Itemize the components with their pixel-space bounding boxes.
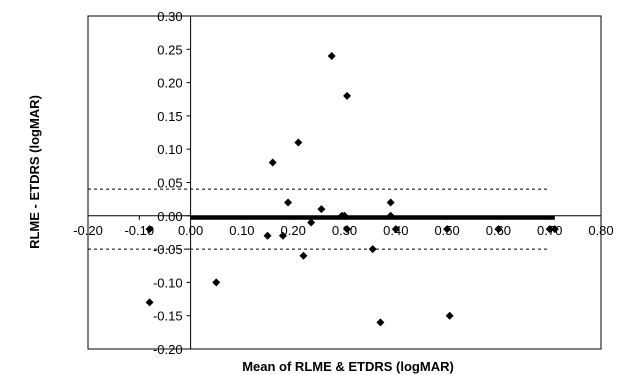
data-point — [278, 231, 287, 240]
data-point — [376, 318, 385, 327]
y-tick-label: 0.20 — [157, 76, 182, 91]
data-point — [284, 198, 293, 207]
x-tick-labels: -0.20 -0.10 0.00 0.10 0.20 0.30 0.40 0.50 0.60 0.… — [73, 223, 613, 238]
data-point — [343, 225, 352, 234]
data-point — [294, 138, 303, 147]
x-tick-label: 0.40 — [383, 223, 408, 238]
data-point — [445, 311, 454, 320]
x-tick-label: -0.20 — [73, 223, 103, 238]
data-point — [550, 225, 559, 234]
data-point — [263, 231, 272, 240]
data-point — [307, 218, 316, 227]
y-axis-title: RLME - ETDRS (logMAR) — [27, 95, 42, 249]
data-point — [494, 225, 503, 234]
x-tick-label: 0.10 — [229, 223, 254, 238]
data-point — [145, 225, 154, 234]
y-tick-label: -0.15 — [153, 309, 183, 324]
data-point — [317, 205, 326, 214]
data-point — [368, 245, 377, 254]
y-tick-label: 0.05 — [157, 176, 182, 191]
y-tick-label: 0.15 — [157, 109, 182, 124]
data-point — [268, 158, 277, 167]
data-point — [391, 225, 400, 234]
data-point — [545, 225, 554, 234]
plot-frame — [87, 15, 602, 350]
data-point — [327, 51, 336, 60]
x-axis-title: Mean of RLME & ETDRS (logMAR) — [242, 359, 454, 374]
x-tick-label: -0.10 — [124, 223, 154, 238]
x-tick-label: 0.20 — [281, 223, 306, 238]
data-point — [386, 211, 395, 220]
reference-lines — [88, 188, 550, 250]
data-point — [212, 278, 221, 287]
data-point — [386, 198, 395, 207]
x-tick-label: 0.70 — [537, 223, 562, 238]
x-tick-label: 0.00 — [178, 223, 203, 238]
x-tick-label: 0.30 — [332, 223, 357, 238]
y-tick-label: 0.30 — [157, 9, 182, 24]
x-tick-label: 0.60 — [486, 223, 511, 238]
y-tick-labels: 0.30 0.25 0.20 0.15 0.10 0.05 0.00 -0.05 -0.10 -0… — [153, 9, 183, 357]
y-tick-label: -0.05 — [153, 242, 183, 257]
y-tick-label: -0.20 — [153, 342, 183, 357]
y-tick-label: 0.00 — [157, 209, 182, 224]
x-tick-label: 0.80 — [588, 223, 613, 238]
plot-area — [87, 15, 602, 350]
y-tick-label: -0.10 — [153, 275, 183, 290]
data-point — [340, 211, 349, 220]
data-point — [145, 298, 154, 307]
x-tick-label: 0.50 — [434, 223, 459, 238]
y-tick-label: 0.10 — [157, 142, 182, 157]
data-points — [145, 51, 559, 327]
data-point — [299, 251, 308, 260]
y-tick-label: 0.25 — [157, 42, 182, 57]
data-point — [443, 225, 452, 234]
data-point — [343, 91, 352, 100]
